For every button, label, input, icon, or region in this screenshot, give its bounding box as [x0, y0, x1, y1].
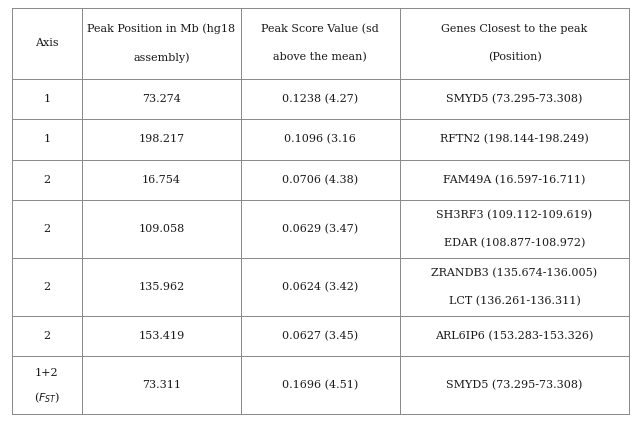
Text: 198.217: 198.217: [138, 135, 185, 144]
Text: FAM49A (16.597-16.711): FAM49A (16.597-16.711): [444, 175, 586, 185]
Text: 2: 2: [43, 175, 51, 185]
Text: ARL6IP6 (153.283-153.326): ARL6IP6 (153.283-153.326): [435, 331, 594, 341]
Text: 0.0706 (4.38): 0.0706 (4.38): [282, 175, 358, 185]
Text: SH3RF3 (109.112-109.619)

EDAR (108.877-108.972): SH3RF3 (109.112-109.619) EDAR (108.877-1…: [437, 210, 592, 248]
Text: 0.1238 (4.27): 0.1238 (4.27): [282, 94, 358, 104]
Text: 0.0627 (3.45): 0.0627 (3.45): [282, 331, 358, 341]
Text: Genes Closest to the peak

(Position): Genes Closest to the peak (Position): [442, 24, 588, 62]
Text: 73.311: 73.311: [142, 380, 181, 390]
Text: 1+2: 1+2: [35, 368, 58, 378]
Text: 73.274: 73.274: [142, 94, 181, 104]
Text: Axis: Axis: [35, 38, 58, 48]
Text: 2: 2: [43, 331, 51, 341]
Text: 2: 2: [43, 282, 51, 292]
Text: Peak Position in Mb (hg18

assembly): Peak Position in Mb (hg18 assembly): [87, 24, 235, 63]
Text: 109.058: 109.058: [138, 224, 185, 234]
Text: ZRANDB3 (135.674-136.005)

LCT (136.261-136.311): ZRANDB3 (135.674-136.005) LCT (136.261-1…: [431, 268, 597, 306]
Text: 135.962: 135.962: [138, 282, 185, 292]
Text: 153.419: 153.419: [138, 331, 185, 341]
Text: 0.0624 (3.42): 0.0624 (3.42): [282, 282, 358, 292]
Text: SMYD5 (73.295-73.308): SMYD5 (73.295-73.308): [446, 380, 583, 390]
Text: Peak Score Value (sd

above the mean): Peak Score Value (sd above the mean): [262, 24, 379, 62]
Text: 1: 1: [43, 135, 51, 144]
Text: 0.0629 (3.47): 0.0629 (3.47): [282, 224, 358, 234]
Text: 0.1696 (4.51): 0.1696 (4.51): [282, 380, 358, 390]
Text: SMYD5 (73.295-73.308): SMYD5 (73.295-73.308): [446, 94, 583, 104]
Text: RFTN2 (198.144-198.249): RFTN2 (198.144-198.249): [440, 134, 589, 145]
Text: 16.754: 16.754: [142, 175, 181, 185]
Text: 1: 1: [43, 94, 51, 104]
Text: 0.1096 (3.16: 0.1096 (3.16: [284, 134, 356, 145]
Text: 2: 2: [43, 224, 51, 234]
Text: ($F_{ST}$): ($F_{ST}$): [33, 391, 60, 406]
